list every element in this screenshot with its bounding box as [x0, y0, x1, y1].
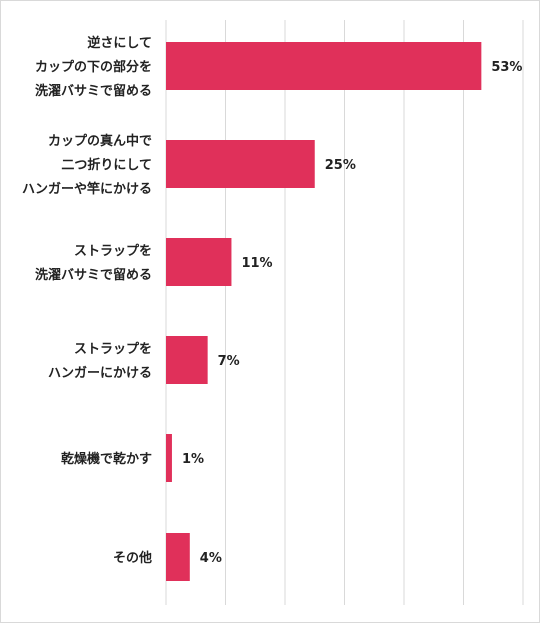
category-label-line: カップの真ん中で: [48, 133, 152, 149]
category-label-line: ハンガーや竿にかける: [22, 181, 152, 197]
bar: [166, 238, 232, 286]
category-label: 乾燥機で乾かす: [61, 451, 152, 467]
data-label: 1%: [182, 452, 204, 467]
bar: [166, 42, 482, 90]
category-label-line: ハンガーにかける: [48, 366, 152, 381]
category-label: ストラップをハンガーにかける: [48, 342, 152, 381]
category-label-line: 洗濯バサミで留める: [35, 267, 152, 283]
data-label: 53%: [491, 60, 522, 75]
bar: [166, 336, 208, 384]
category-label-line: カップの下の部分を: [35, 59, 152, 75]
category-label: その他: [113, 550, 152, 566]
data-label: 7%: [218, 354, 240, 369]
category-label-line: ストラップを: [74, 342, 152, 357]
data-label: 25%: [325, 158, 356, 173]
bar: [166, 434, 172, 482]
bar: [166, 533, 190, 581]
data-label: 4%: [200, 551, 222, 566]
category-label-line: 逆さにして: [87, 35, 152, 51]
category-label: ストラップを洗濯バサミで留める: [35, 244, 152, 283]
category-label: カップの真ん中で二つ折りにしてハンガーや竿にかける: [22, 133, 152, 197]
category-label-line: その他: [113, 550, 152, 566]
bar: [166, 140, 315, 188]
category-label: 逆さにしてカップの下の部分を洗濯バサミで留める: [35, 35, 152, 99]
category-label-line: ストラップを: [74, 244, 152, 259]
category-label-line: 洗濯バサミで留める: [35, 83, 152, 99]
category-label-line: 乾燥機で乾かす: [61, 451, 152, 467]
data-label: 11%: [241, 256, 272, 271]
category-label-line: 二つ折りにして: [61, 157, 152, 173]
